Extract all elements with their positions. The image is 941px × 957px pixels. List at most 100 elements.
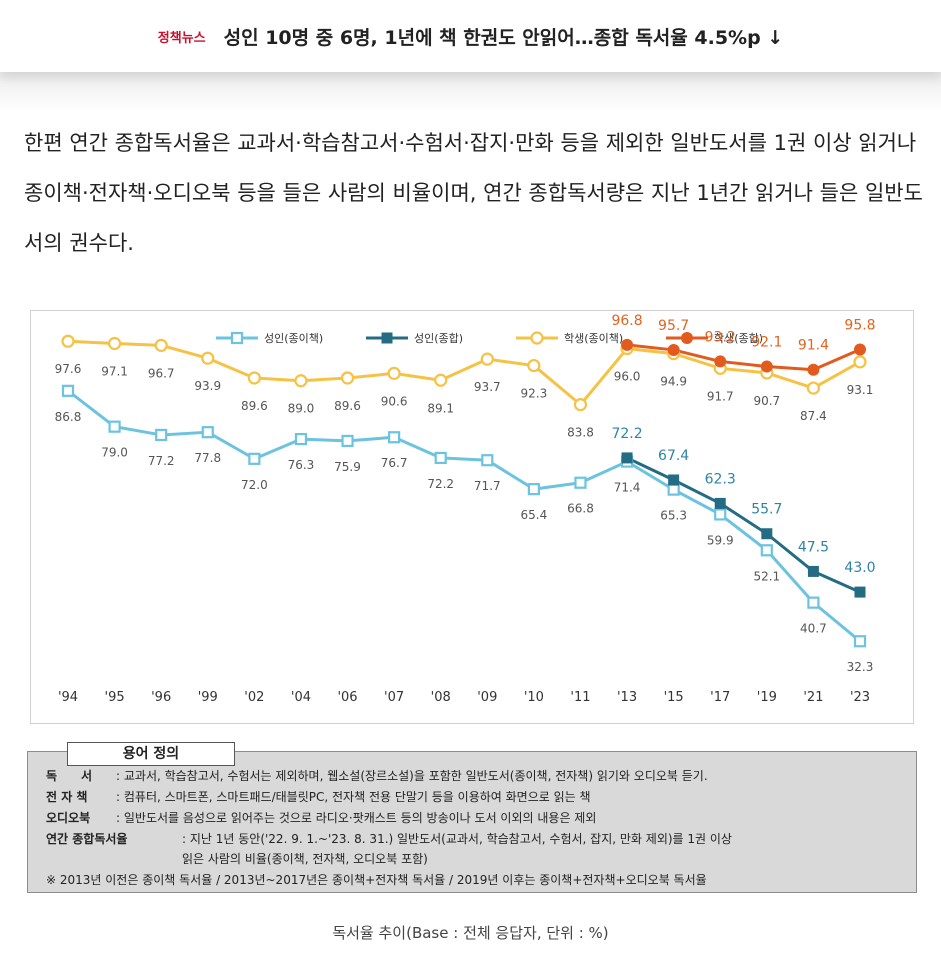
data-point <box>714 355 727 368</box>
legend-marker <box>681 332 693 344</box>
data-label: 59.9 <box>707 533 734 547</box>
x-tick-label: '04 <box>291 690 311 705</box>
series-line <box>67 339 861 407</box>
data-point <box>854 586 866 598</box>
data-point <box>574 476 587 489</box>
data-label: 66.8 <box>567 502 594 516</box>
data-label: 40.7 <box>800 622 827 636</box>
data-label: 75.9 <box>334 460 361 474</box>
legend-label: 학생(종이책) <box>564 332 623 345</box>
data-label: 96.0 <box>614 370 641 384</box>
data-point <box>621 338 634 351</box>
data-point <box>527 483 540 496</box>
data-point <box>388 431 401 444</box>
data-label: 72.0 <box>241 478 268 492</box>
data-label: 86.8 <box>55 410 82 424</box>
data-label: 76.3 <box>288 458 315 472</box>
x-tick-label: '17 <box>710 690 730 705</box>
data-label: 95.8 <box>844 317 875 333</box>
x-tick-label: '11 <box>570 690 590 705</box>
data-label: 87.4 <box>800 409 827 423</box>
data-point <box>108 420 121 433</box>
series-line <box>67 389 861 643</box>
data-point <box>247 371 261 385</box>
data-label: 89.0 <box>288 402 315 416</box>
data-point <box>806 381 821 395</box>
term-text: : 지난 1년 동안('22. 9. 1.~'23. 8. 31.) 일반도서(… <box>182 832 732 846</box>
data-label: 62.3 <box>705 471 736 487</box>
x-tick-label: '09 <box>477 690 497 705</box>
data-label: 93.7 <box>474 380 501 394</box>
data-point <box>61 384 75 397</box>
data-label: 97.6 <box>55 362 82 376</box>
x-tick-label: '02 <box>244 690 264 705</box>
term-text: ※ 2013년 이전은 종이책 독서율 / 2013년~2017년은 종이책+전… <box>46 873 707 887</box>
data-label: 32.3 <box>847 660 874 674</box>
data-point <box>807 596 820 609</box>
x-tick-label: '96 <box>151 690 171 705</box>
data-point <box>854 343 866 356</box>
data-label: 55.7 <box>751 502 782 518</box>
data-label: 72.2 <box>427 477 454 491</box>
data-point <box>481 454 494 467</box>
data-label: 76.7 <box>381 456 408 470</box>
legend-marker <box>381 332 393 344</box>
data-label: 92.1 <box>751 334 782 350</box>
term-text: 읽은 사람의 비율(종이책, 전자책, 오디오북 포함) <box>182 852 428 866</box>
data-point <box>667 483 680 496</box>
terms-box: 독 서: 교과서, 학습참고서, 수험서는 제외하며, 웹소설(장르소설)을 포… <box>27 751 917 893</box>
series-line <box>626 343 861 372</box>
data-label: 72.2 <box>611 426 642 442</box>
data-point <box>760 544 773 557</box>
data-point <box>434 373 448 387</box>
data-point <box>294 374 308 388</box>
term-key: 오디오북 <box>46 811 91 825</box>
terms-title: 용어 정의 <box>67 742 235 766</box>
legend-label: 성인(종합) <box>414 332 463 345</box>
x-tick-label: '19 <box>757 690 777 705</box>
data-point <box>714 508 727 521</box>
data-label: 79.0 <box>101 446 128 460</box>
x-tick-label: '94 <box>58 690 78 705</box>
x-tick-label: '21 <box>803 690 823 705</box>
data-point <box>107 336 122 351</box>
data-label: 95.7 <box>658 318 689 334</box>
data-point <box>853 635 867 648</box>
data-point <box>807 363 820 376</box>
chart-caption: 독서율 추이(Base : 전체 응답자, 단위 : %) <box>332 924 609 942</box>
data-point <box>201 426 214 439</box>
data-label: 93.9 <box>194 379 221 393</box>
data-label: 91.7 <box>707 389 734 403</box>
data-label: 92.3 <box>521 387 548 401</box>
data-label: 77.2 <box>148 454 175 468</box>
data-point <box>480 352 494 366</box>
data-point <box>340 371 355 385</box>
term-note: ※ 2013년 이전은 종이책 독서율 / 2013년~2017년은 종이책+전… <box>46 870 707 890</box>
legend-label: 학생(종합) <box>714 332 763 345</box>
data-label: 77.8 <box>194 451 221 465</box>
data-label: 83.8 <box>567 426 594 440</box>
data-label: 93.2 <box>705 329 736 345</box>
data-point <box>201 351 215 365</box>
term-row: 독 서: 교과서, 학습참고서, 수험서는 제외하며, 웹소설(장르소설)을 포… <box>46 766 708 786</box>
data-point <box>61 334 75 348</box>
header-shadow <box>0 72 941 112</box>
data-label: 43.0 <box>844 560 875 576</box>
data-point <box>527 358 541 373</box>
data-point <box>621 452 633 464</box>
reading-rate-chart: '94 '95 '96 '99 '02 '04 '06 '07 '08 '09 '10 '11 '13 '… <box>30 310 914 724</box>
data-label: 90.6 <box>381 394 408 408</box>
term-row: 오디오북: 일반도서를 음성으로 읽어주는 것으로 라디오·팟캐스트 등의 방송… <box>46 808 596 828</box>
data-label: 65.3 <box>660 509 687 523</box>
legend-marker <box>230 331 244 345</box>
x-tick-label: '15 <box>664 690 684 705</box>
data-label: 96.7 <box>148 366 175 380</box>
term-key: 전 자 책 <box>46 790 88 804</box>
data-label: 52.1 <box>753 569 780 583</box>
data-label: 71.4 <box>614 481 641 495</box>
data-point <box>761 528 773 540</box>
data-point <box>248 452 261 465</box>
category-tag[interactable]: 정책뉴스 <box>157 30 206 46</box>
term-row: 전 자 책: 컴퓨터, 스마트폰, 스마트패드/태블릿PC, 전자책 전용 단말… <box>46 787 591 807</box>
data-label: 90.7 <box>753 394 780 408</box>
